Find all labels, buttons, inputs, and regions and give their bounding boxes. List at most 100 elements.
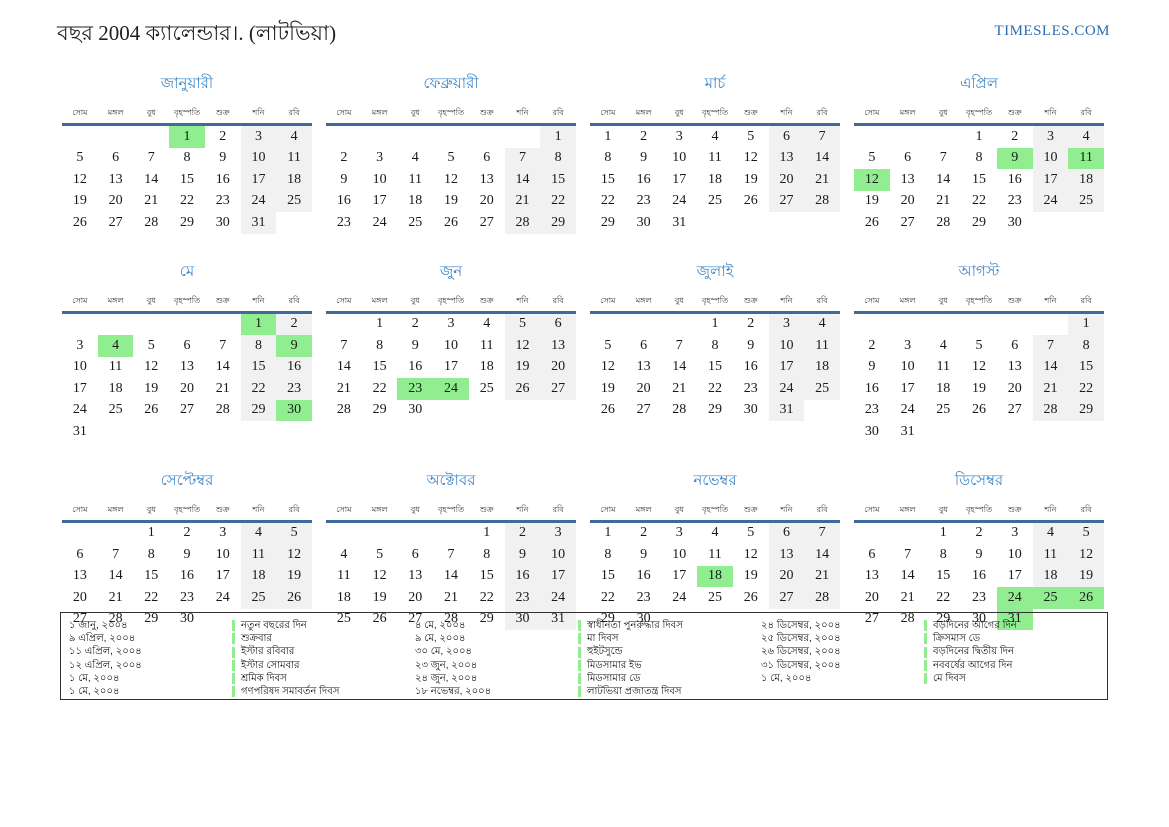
day-cell: 11: [804, 335, 841, 357]
day-cell: 3: [768, 313, 805, 335]
day-cell: [626, 314, 662, 336]
day-cell: 8: [604, 546, 612, 562]
day-cell: 26: [504, 378, 541, 400]
day-cell: 2: [504, 522, 541, 544]
week-row: 4 5 6 7 8 9 10: [326, 544, 577, 566]
day-cell: 19: [600, 380, 615, 396]
holiday-marker-icon: [924, 659, 927, 671]
day-cell: [961, 421, 997, 443]
day-cell: [62, 126, 98, 148]
day-cell: 3: [1011, 525, 1019, 541]
week-row: 6 7 8 9 10 11 12: [62, 544, 313, 566]
holiday-date: ১১ এপ্রিল, ২০০৪: [69, 646, 142, 658]
holiday-date: ২৩ জুন, ২০০৪: [415, 659, 478, 671]
day-cell: 24: [900, 402, 915, 418]
day-cell: 24: [215, 589, 230, 605]
weekday-label: সোম: [336, 108, 352, 117]
month-title-november: নভেম্বর: [693, 471, 737, 489]
weekday-label: সোম: [72, 108, 88, 117]
week-row: 1: [854, 313, 1105, 336]
day-cell: 17: [900, 380, 915, 396]
day-cell: 28: [1032, 399, 1069, 421]
day-cell: 9: [747, 337, 755, 353]
day-cell: 20: [408, 589, 423, 605]
holiday-date: ৪ মে, ২০০৪: [415, 620, 466, 631]
holiday-marker-icon: [924, 646, 927, 658]
day-cell: 14: [804, 147, 841, 169]
day-cell: 13: [72, 568, 87, 584]
day-cell: 18: [1068, 169, 1105, 191]
day-cell: 5: [147, 337, 155, 353]
brand-link[interactable]: TIMESLES.COM: [994, 23, 1110, 39]
day-cell: 6: [76, 546, 84, 562]
week-row: 8 9 10 11 12 13 14: [590, 544, 841, 566]
day-cell: 1: [147, 525, 155, 541]
day-cell: 22: [540, 190, 577, 212]
day-cell: 2: [411, 316, 419, 332]
day-cell: 4: [1068, 126, 1105, 148]
holiday-marker-icon: [232, 620, 235, 632]
day-cell: 5: [276, 522, 313, 544]
day-cell: 20: [768, 169, 805, 191]
holiday-name: নববর্ষের আগের দিন: [924, 659, 1013, 672]
weekday-label: বৃহস্পতি: [173, 295, 201, 305]
week-row: 19 20 21 22 23 24 25: [854, 190, 1105, 212]
holiday-marker-icon: [924, 672, 927, 684]
weekday-label: বৃহস্পতি: [965, 504, 993, 514]
legend-entry: ১ মে, ২০০৪ মে দিবস: [761, 672, 1107, 685]
day-cell: 14: [504, 169, 541, 191]
weekday-label: শুক্র: [479, 295, 494, 305]
day-cell: 19: [444, 193, 459, 209]
day-cell: 25: [408, 214, 423, 230]
weekday-header-row: সোম মঙ্গল বুধ বৃহস্পতি শুক্র শনি রবি: [62, 295, 312, 314]
week-row: 14 15 16 17 18 19 20: [326, 356, 577, 378]
week-row: 9 10 11 12 13 14 15: [854, 356, 1105, 378]
day-cell: 28: [108, 611, 123, 627]
day-cell: 27: [768, 190, 805, 212]
month-title-july: জুলাই: [696, 262, 734, 280]
day-cell: [98, 523, 134, 545]
weekday-label: বুধ: [146, 504, 156, 514]
day-cell: 14: [672, 359, 687, 375]
month-title-december: ডিসেম্বর: [954, 471, 1004, 489]
weekday-label: রবি: [288, 295, 300, 305]
day-cell: 15: [144, 568, 159, 584]
day-cell: 26: [864, 214, 879, 230]
day-cell: 14: [336, 359, 351, 375]
day-cell: [1033, 314, 1069, 336]
day-cell: 11: [479, 337, 494, 353]
weekday-header-row: সোম মঙ্গল বুধ বৃহস্পতি শুক্র শনি রবি: [326, 295, 576, 314]
weekday-label: রবি: [288, 108, 300, 117]
day-cell: [697, 212, 733, 234]
day-cell: [362, 523, 398, 545]
holiday-name: বড়দিনের দ্বিতীয় দিন: [924, 645, 1014, 658]
day-cell: [169, 421, 205, 443]
day-cell: 29: [372, 402, 387, 418]
day-cell: 11: [408, 171, 423, 187]
week-row: 29 30: [590, 609, 840, 631]
week-row: 16 17 18 19 20 21 22: [854, 378, 1105, 400]
day-cell: 17: [1032, 169, 1069, 191]
weekday-label: বুধ: [674, 504, 684, 514]
weekday-label: মঙ্গল: [371, 295, 388, 305]
day-cell: [133, 314, 169, 336]
day-cell: 19: [72, 193, 87, 209]
month-title-january: জানুয়ারী: [160, 75, 214, 92]
day-cell: 7: [447, 546, 455, 562]
month-march: মার্চ সোম মঙ্গল বুধ বৃহস্পতি শুক্র শনি রবি 1 2 3 4 5…: [590, 72, 841, 234]
weekday-label: সোম: [600, 295, 616, 305]
day-cell: 1: [240, 313, 277, 335]
week-row: 18 19 20 21 22 23 24: [326, 587, 577, 609]
year-calendar: জানুয়ারী সোম মঙ্গল বুধ বৃহস্পতি শুক্র শনি রবি 1…: [62, 72, 1118, 656]
weekday-header-row: সোম মঙ্গল বুধ বৃহস্পতি শুক্র শনি রবি: [326, 504, 576, 523]
day-cell: 6: [868, 546, 876, 562]
day-cell: 29: [240, 399, 277, 421]
weekday-label: বৃহস্পতি: [701, 108, 729, 117]
day-cell: 24: [768, 378, 805, 400]
day-cell: [433, 400, 469, 422]
holiday-date: ২৪ ডিসেম্বর, ২০০৪: [761, 620, 841, 631]
legend-entry: ৯ এপ্রিল, ২০০৪ শুক্রবার: [69, 632, 415, 645]
